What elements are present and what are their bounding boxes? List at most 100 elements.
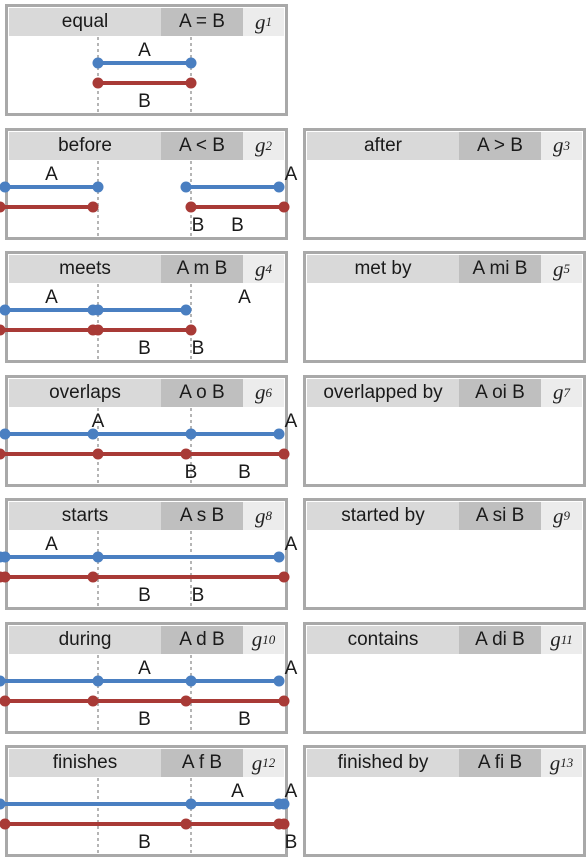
index-letter: g (255, 503, 266, 528)
relation-name: overlapped by (307, 378, 459, 407)
interval-plot: AB (0, 534, 298, 606)
interval-a-start-point (180, 181, 192, 192)
interval-a-end-point (273, 675, 285, 686)
relation-index: g 10 (243, 625, 284, 654)
relation-name: started by (307, 502, 459, 530)
interval-b-start-point (185, 201, 197, 212)
interval-b-label: B (238, 462, 251, 483)
relation-notation: A s B (161, 502, 243, 530)
index-subscript: 13 (560, 755, 574, 770)
interval-a-end-point (185, 57, 197, 69)
interval-b-start-point (92, 77, 104, 89)
interval-a-label: A (285, 164, 298, 185)
interval-a-label: A (285, 411, 298, 432)
index-subscript: 2 (265, 137, 273, 153)
interval-b-label: B (138, 585, 151, 606)
interval-plot: AB (0, 164, 298, 236)
index-subscript: 4 (265, 261, 273, 276)
index-letter: g (553, 256, 564, 281)
interval-plot: AB (0, 658, 298, 730)
index-subscript: 11 (560, 631, 573, 647)
index-letter: g (549, 750, 561, 775)
relation-name: before (9, 131, 161, 160)
interval-a-start-point (0, 304, 11, 316)
index-letter: g (550, 627, 561, 651)
interval-a-label: A (92, 411, 105, 432)
interval-b-label: B (138, 91, 151, 112)
interval-b-end-point (278, 201, 290, 212)
interval-a-end-point (92, 181, 104, 192)
index-subscript: 9 (563, 508, 571, 523)
relation-name: meets (9, 255, 161, 283)
index-subscript: 6 (265, 384, 273, 400)
interval-plot: AB (0, 781, 298, 853)
interval-b-start-point (0, 695, 11, 706)
interval-b-end-point (87, 201, 99, 212)
relation-notation: A = B (161, 8, 243, 36)
index-subscript: 3 (563, 137, 571, 153)
interval-a-label: A (285, 534, 298, 555)
interval-a-label: A (231, 781, 244, 802)
relation-notation: A fi B (459, 749, 541, 777)
interval-a-start-point (0, 675, 6, 686)
interval-b-end-point (278, 695, 290, 706)
interval-b-label: B (285, 832, 298, 853)
relation-notation: A o B (161, 378, 243, 407)
index-subscript: 12 (262, 755, 276, 770)
interval-b-start-point (0, 448, 6, 459)
interval-b-end-point (87, 324, 99, 336)
interval-b-start-point (0, 818, 11, 830)
interval-plot: AB (0, 411, 298, 483)
index-letter: g (251, 750, 263, 775)
interval-b-label: B (138, 709, 151, 730)
interval-a-label: A (138, 40, 151, 61)
interval-b-start-point (87, 695, 99, 706)
interval-b-label: B (231, 215, 244, 236)
relation-notation: A d B (161, 625, 243, 654)
relation-notation: A si B (459, 502, 541, 530)
interval-b-end-point (180, 695, 192, 706)
interval-plot: AB (0, 531, 290, 607)
interval-plot: AB (0, 778, 290, 854)
interval-a-label: A (45, 287, 58, 308)
interval-b-start-point (0, 571, 6, 583)
index-letter: g (553, 133, 564, 157)
interval-b-label: B (238, 709, 251, 730)
interval-b-end-point (278, 448, 290, 459)
index-subscript: 8 (265, 508, 273, 523)
index-subscript: 10 (262, 631, 276, 647)
interval-a-start-point (0, 181, 11, 192)
interval-b-end-point (180, 448, 192, 459)
relation-name: finished by (307, 749, 459, 777)
interval-plot: AB (0, 287, 251, 359)
relation-notation: A > B (459, 131, 541, 160)
index-letter: g (255, 256, 266, 281)
interval-b-end-point (278, 571, 290, 583)
interval-b-start-point (0, 324, 6, 336)
interval-b-label: B (192, 215, 205, 236)
index-letter: g (251, 627, 263, 651)
relation-notation: A < B (161, 131, 243, 160)
interval-b-label: B (138, 832, 151, 853)
relation-name: after (307, 131, 459, 160)
relation-notation: A m B (161, 255, 243, 283)
relation-notation: A f B (161, 749, 243, 777)
relation-name: starts (9, 502, 161, 530)
relation-name: equal (9, 8, 161, 36)
interval-a-label: A (285, 781, 298, 802)
